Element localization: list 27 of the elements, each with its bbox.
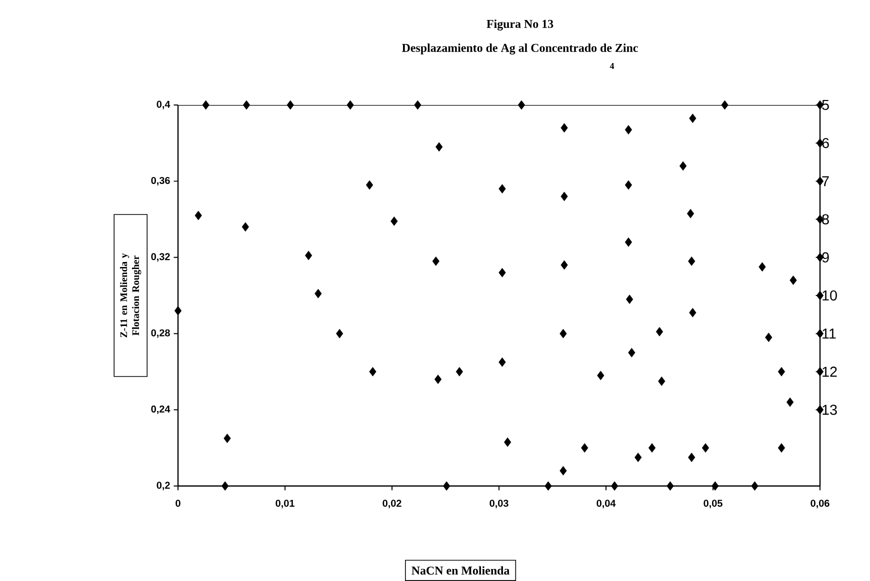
x-tick-label: 0,02 bbox=[382, 500, 402, 508]
y2-tick-label: 5 bbox=[822, 100, 829, 110]
y-tick-label: 0,36 bbox=[151, 176, 170, 186]
y-tick-label: 0,28 bbox=[151, 329, 170, 338]
x-tick-label: 0,01 bbox=[276, 500, 294, 508]
chart-title: Figura No 13 bbox=[486, 20, 554, 30]
y-tick-label: 0,24 bbox=[151, 406, 170, 414]
x-axis-title: NaCN en Molienda bbox=[412, 566, 510, 575]
y2-tick-label: 6 bbox=[822, 138, 829, 148]
x-tick-label: 0,03 bbox=[490, 500, 508, 508]
x-tick-label: 0,04 bbox=[596, 500, 616, 508]
y2-tick-label: 8 bbox=[822, 214, 829, 224]
y2-tick-label: 9 bbox=[822, 252, 829, 262]
x-tick-label: 0,05 bbox=[704, 500, 722, 508]
y2-tick-label: 11 bbox=[822, 328, 836, 339]
y-tick-label: 0,32 bbox=[151, 253, 170, 262]
x-tick-label: 0 bbox=[176, 500, 180, 507]
y2-tick-label: 13 bbox=[822, 404, 837, 415]
x-tick-label: 0,06 bbox=[810, 500, 830, 508]
y2-tick-label: 12 bbox=[822, 366, 837, 377]
y-tick-label: 0,2 bbox=[156, 482, 170, 490]
y-tick-label: 0,4 bbox=[156, 100, 170, 110]
chart-subtitle: Desplazamiento de Ag al Concentrado de Zinc bbox=[402, 44, 638, 54]
y-axis-title: Z-11 en Molienda y Flotacion Rougher bbox=[120, 253, 142, 338]
text: 4 bbox=[610, 63, 614, 69]
y2-tick-label: 7 bbox=[822, 176, 829, 186]
y2-tick-label: 10 bbox=[822, 290, 837, 301]
